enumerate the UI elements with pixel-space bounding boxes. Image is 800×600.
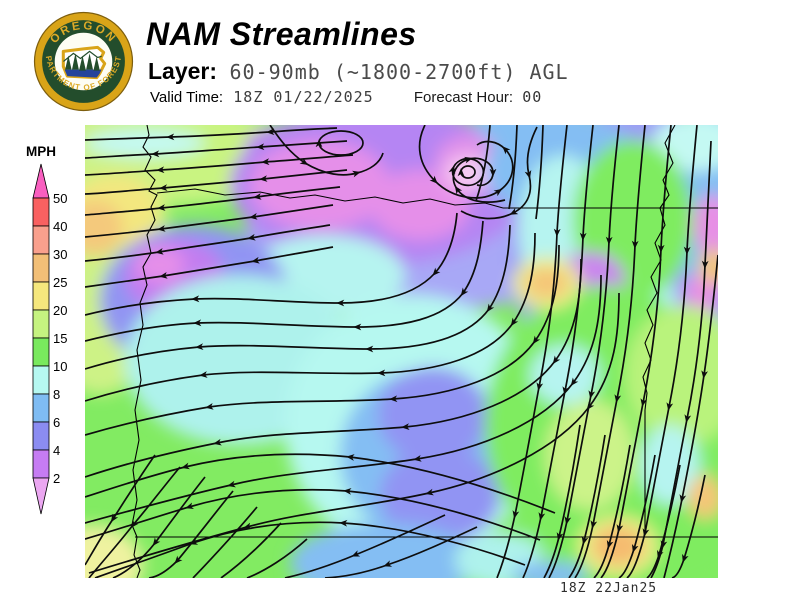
logo-state-emblem (61, 45, 107, 80)
valid-time-label: Valid Time: (150, 89, 224, 106)
valid-time-value: 18Z 01/22/2025 (233, 88, 374, 106)
legend-tick: 6 (53, 415, 60, 430)
legend-tick: 40 (53, 219, 67, 234)
logo-mountain-ridge (63, 50, 105, 62)
legend-tick: 10 (53, 359, 67, 374)
legend-segment (32, 281, 50, 311)
legend-tick: 15 (53, 331, 67, 346)
page-title: NAM Streamlines (146, 16, 417, 52)
forecast-hour-label: Forecast Hour: (413, 89, 514, 106)
legend-color-bar (32, 163, 50, 515)
legend-tick: 20 (53, 303, 67, 318)
legend-tick: 30 (53, 247, 67, 262)
legend-segment (32, 421, 50, 451)
streamlines (85, 125, 718, 578)
vortex (418, 125, 538, 220)
legend-segment (32, 309, 50, 339)
odf-logo: OREGON DEPARTMENT OF FORESTRY (33, 11, 134, 112)
wind-speed-legend: MPH 50 40 30 25 20 15 10 8 6 4 2 (26, 144, 67, 515)
legend-arrow-top (32, 163, 50, 199)
logo-trees (65, 53, 100, 71)
legend-title: MPH (26, 144, 56, 159)
legend-tick-labels: 50 40 30 25 20 15 10 8 6 4 2 (53, 191, 67, 486)
legend-segment (32, 253, 50, 283)
coastline (131, 125, 158, 578)
legend-tick: 4 (53, 443, 60, 458)
legend-tick: 50 (53, 191, 67, 206)
layer-label: Layer: (148, 58, 218, 84)
legend-tick: 2 (53, 471, 60, 486)
legend-segment (32, 225, 50, 255)
valid-time-row: Valid Time: 18Z 01/22/2025 Forecast Hour… (150, 88, 542, 106)
legend-segment (32, 365, 50, 395)
legend-segment (32, 393, 50, 423)
streamline-map (85, 125, 718, 578)
layer-row: Layer: 60-90mb (~1800-2700ft) AGL (148, 58, 569, 85)
legend-tick: 8 (53, 387, 60, 402)
legend-segment (32, 337, 50, 367)
legend-segment (32, 197, 50, 227)
legend-segment (32, 449, 50, 479)
map-timestamp: 18Z 22Jan25 (560, 581, 658, 596)
legend-tick: 25 (53, 275, 67, 290)
forecast-hour-value: 00 (522, 88, 543, 106)
logo-water (63, 69, 105, 78)
legend-arrow-bottom (32, 477, 50, 515)
layer-value: 60-90mb (~1800-2700ft) AGL (229, 60, 569, 84)
